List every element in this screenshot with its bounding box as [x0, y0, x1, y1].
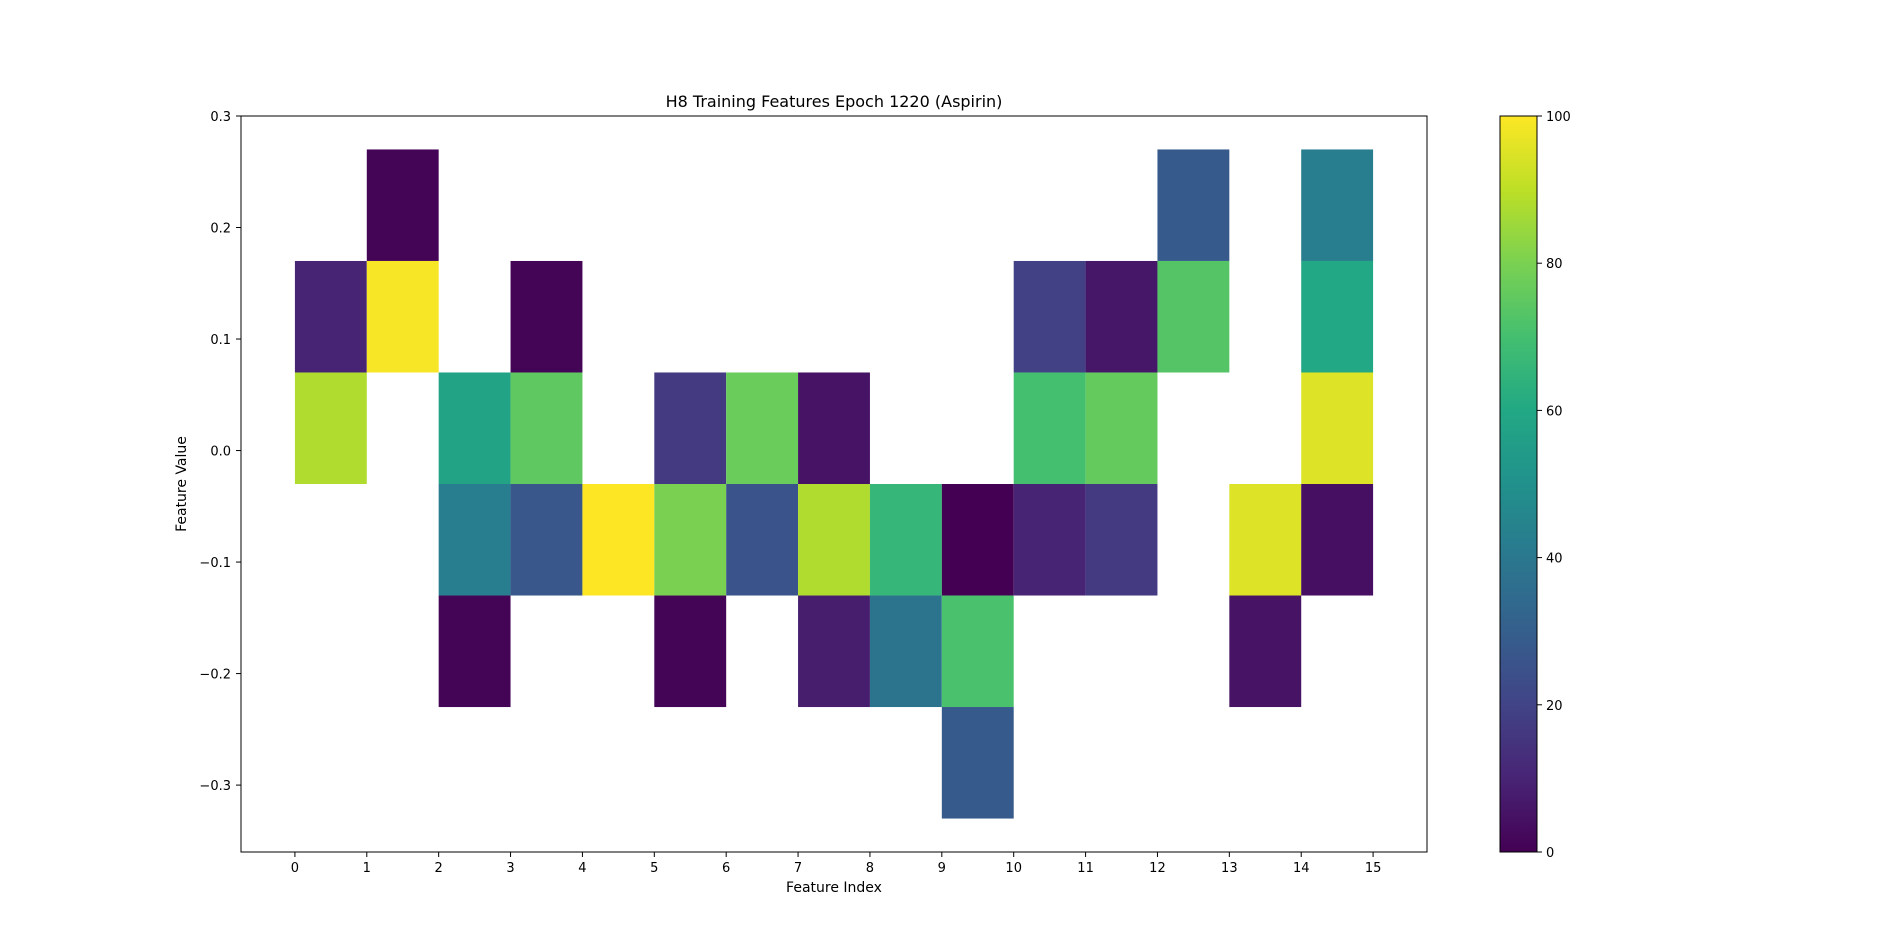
heatmap-cell [1157, 149, 1230, 261]
x-tick-label: 8 [866, 861, 874, 876]
x-tick-label: 2 [435, 861, 443, 876]
heatmap-cell [1013, 372, 1086, 484]
heatmap-cell [366, 260, 439, 373]
heatmap-cell [1085, 372, 1158, 484]
heatmap-cell [654, 484, 727, 596]
heatmap-cell [294, 260, 367, 373]
y-axis-label: Feature Value [174, 436, 190, 532]
heatmap-cell [654, 372, 727, 484]
x-tick-label: 7 [794, 861, 802, 876]
chart-title: H8 Training Features Epoch 1220 (Aspirin… [666, 92, 1003, 111]
heatmap-cell [438, 484, 511, 596]
y-tick-label: −0.3 [199, 779, 231, 794]
heatmap-cell [1085, 260, 1158, 373]
heatmap-cell [1157, 260, 1230, 373]
heatmap-cell [1301, 372, 1374, 484]
heatmap-cell [294, 372, 367, 484]
heatmap-cell [941, 707, 1014, 819]
x-tick-label: 14 [1293, 861, 1310, 876]
heatmap-cell [1301, 260, 1374, 373]
colorbar-tick-label: 0 [1546, 846, 1554, 861]
x-tick-label: 0 [291, 861, 299, 876]
colorbar-ticks: 0 20 40 60 80 100 [1537, 110, 1571, 861]
x-tick-label: 12 [1149, 861, 1166, 876]
y-tick-label: 0.2 [210, 222, 231, 237]
heatmap-cell [1085, 484, 1158, 596]
heatmap-cell [798, 484, 870, 596]
heatmap-cell [654, 595, 727, 708]
heatmap-cell [798, 372, 870, 484]
heatmap-cell [510, 260, 583, 373]
heatmap-cell [438, 372, 511, 484]
x-tick-label: 11 [1077, 861, 1094, 876]
heatmap-cell [941, 484, 1014, 596]
heatmap-cell [869, 484, 942, 596]
heatmap-cell [510, 372, 583, 484]
x-tick-label: 15 [1365, 861, 1382, 876]
colorbar-tick-label: 80 [1546, 257, 1563, 272]
heatmap-cell [1013, 260, 1086, 373]
x-tick-label: 10 [1005, 861, 1022, 876]
heatmap-cell [1229, 484, 1302, 596]
x-axis-label: Feature Index [786, 880, 882, 896]
y-tick-label: 0.3 [210, 110, 231, 125]
heatmap-cells [294, 149, 1374, 819]
x-tick-label: 3 [506, 861, 514, 876]
y-tick-label: −0.1 [199, 556, 231, 571]
heatmap-cell [510, 484, 583, 596]
heatmap-cell [1301, 484, 1374, 596]
heatmap-cell [582, 484, 655, 596]
y-tick-label: 0.1 [210, 333, 231, 348]
x-tick-label: 1 [363, 861, 371, 876]
x-tick-label: 9 [938, 861, 946, 876]
heatmap-cell [1301, 149, 1374, 261]
heatmap-cell [941, 595, 1014, 708]
heatmap-cell [1229, 595, 1302, 708]
heatmap-cell [1013, 484, 1086, 596]
colorbar-tick-label: 40 [1546, 552, 1563, 567]
x-tick-label: 4 [578, 861, 586, 876]
colorbar-gradient [1499, 115, 1538, 853]
plot-frame [240, 115, 1428, 853]
x-tick-label: 6 [722, 861, 730, 876]
y-tick-label: 0.0 [210, 445, 231, 460]
heatmap-cell [798, 595, 870, 708]
x-tick-label: 13 [1221, 861, 1238, 876]
colorbar-tick-label: 20 [1546, 699, 1563, 714]
colorbar-tick-label: 100 [1546, 110, 1571, 125]
heatmap-cell [726, 372, 799, 484]
y-axis: −0.3 −0.2 −0.1 0.0 0.1 0.2 0.3 [199, 110, 241, 794]
heatmap-cell [438, 595, 511, 708]
heatmap-cell [366, 149, 439, 261]
heatmap-cell [869, 595, 942, 708]
x-axis: 0 1 2 3 4 5 6 7 8 9 10 11 12 13 14 15 [291, 852, 1382, 876]
x-tick-label: 5 [650, 861, 658, 876]
colorbar-tick-label: 60 [1546, 404, 1563, 419]
colorbar: 0 20 40 60 80 100 [1499, 110, 1571, 861]
heatmap-cell [726, 484, 799, 596]
y-tick-label: −0.2 [199, 668, 231, 683]
